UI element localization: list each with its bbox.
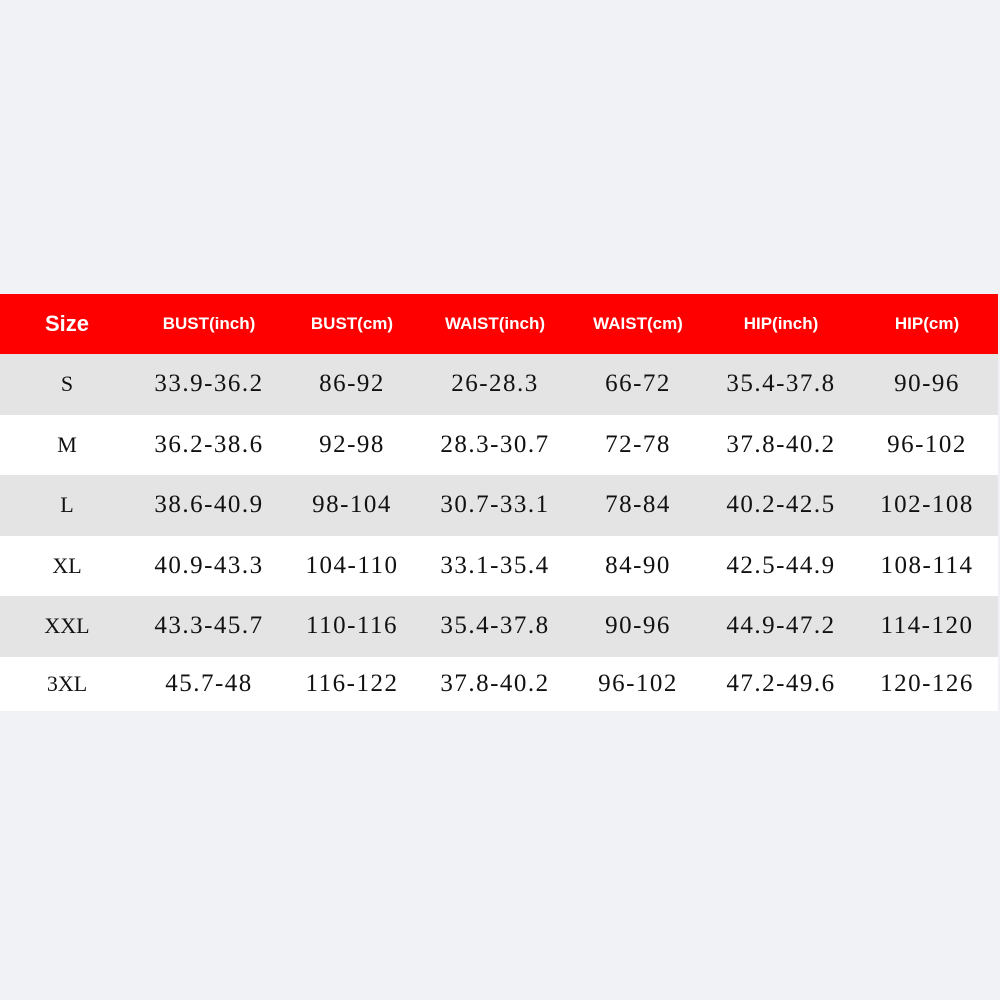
measure-cell: 43.3-45.7 — [154, 612, 264, 640]
measure-cell: 90-96 — [605, 612, 671, 640]
table-row: L 38.6-40.9 98-104 30.7-33.1 78-84 40.2-42.5 1… — [0, 475, 998, 536]
table-row: XXL 43.3-45.7 110-116 35.4-37.8 90-96 44.9-47… — [0, 596, 998, 657]
size-table: Size BUST(inch) BUST(cm) WAIST(inch) WAIST(c… — [0, 294, 998, 711]
measure-cell: 116-122 — [305, 669, 399, 697]
header-cell: Size — [44, 311, 90, 336]
header-cell: HIP(inch) — [743, 314, 819, 333]
measure-cell: 37.8-40.2 — [726, 430, 836, 458]
size-cell: S — [60, 371, 74, 397]
measure-cell: 35.4-37.8 — [440, 612, 550, 640]
measure-cell: 114-120 — [880, 612, 974, 640]
size-cell: XL — [52, 552, 82, 578]
measure-cell: 90-96 — [894, 370, 960, 398]
header-cell: BUST(cm) — [310, 314, 394, 333]
measure-cell: 28.3-30.7 — [440, 430, 550, 458]
table-row: M 36.2-38.6 92-98 28.3-30.7 72-78 37.8-40.2 96… — [0, 414, 998, 475]
measure-cell: 44.9-47.2 — [726, 612, 836, 640]
measure-cell: 35.4-37.8 — [726, 370, 836, 398]
measure-cell: 96-102 — [887, 430, 967, 458]
measure-cell: 47.2-49.6 — [726, 669, 836, 697]
size-cell: 3XL — [46, 670, 88, 696]
size-cell: L — [60, 492, 74, 518]
header-cell: BUST(inch) — [162, 314, 256, 333]
measure-cell: 26-28.3 — [451, 370, 539, 398]
measure-cell: 66-72 — [605, 370, 671, 398]
measure-cell: 37.8-40.2 — [440, 669, 550, 697]
measure-cell: 72-78 — [605, 430, 671, 458]
measure-cell: 40.2-42.5 — [726, 491, 836, 519]
table-row: 3XL 45.7-48 116-122 37.8-40.2 96-102 47.2-49.… — [0, 656, 998, 711]
measure-cell: 86-92 — [319, 370, 385, 398]
measure-cell: 78-84 — [605, 491, 671, 519]
measure-cell: 102-108 — [880, 491, 974, 519]
header-cell: HIP(cm) — [894, 314, 960, 333]
measure-cell: 45.7-48 — [165, 669, 253, 697]
measure-cell: 33.9-36.2 — [154, 370, 264, 398]
header-cell: WAIST(inch) — [444, 314, 546, 333]
measure-cell: 33.1-35.4 — [440, 551, 550, 579]
measure-cell: 104-110 — [305, 551, 399, 579]
size-cell: XXL — [44, 613, 90, 639]
measure-cell: 120-126 — [880, 669, 974, 697]
table-row: S 33.9-36.2 86-92 26-28.3 66-72 35.4-37.8 90-9… — [0, 354, 998, 415]
measure-cell: 84-90 — [605, 551, 671, 579]
header-row: Size BUST(inch) BUST(cm) WAIST(inch) WAIST(c… — [0, 294, 998, 354]
size-cell: M — [57, 431, 77, 457]
measure-cell: 108-114 — [880, 551, 974, 579]
measure-cell: 96-102 — [598, 669, 678, 697]
measure-cell: 36.2-38.6 — [154, 430, 264, 458]
measure-cell: 38.6-40.9 — [154, 491, 264, 519]
measure-cell: 92-98 — [319, 430, 385, 458]
measure-cell: 30.7-33.1 — [440, 491, 550, 519]
measure-cell: 42.5-44.9 — [726, 551, 836, 579]
measure-cell: 40.9-43.3 — [154, 551, 264, 579]
measure-cell: 110-116 — [306, 612, 398, 640]
measure-cell: 98-104 — [312, 491, 392, 519]
table-row: XL 40.9-43.3 104-110 33.1-35.4 84-90 42.5-44.… — [0, 535, 998, 596]
header-cell: WAIST(cm) — [593, 314, 683, 333]
